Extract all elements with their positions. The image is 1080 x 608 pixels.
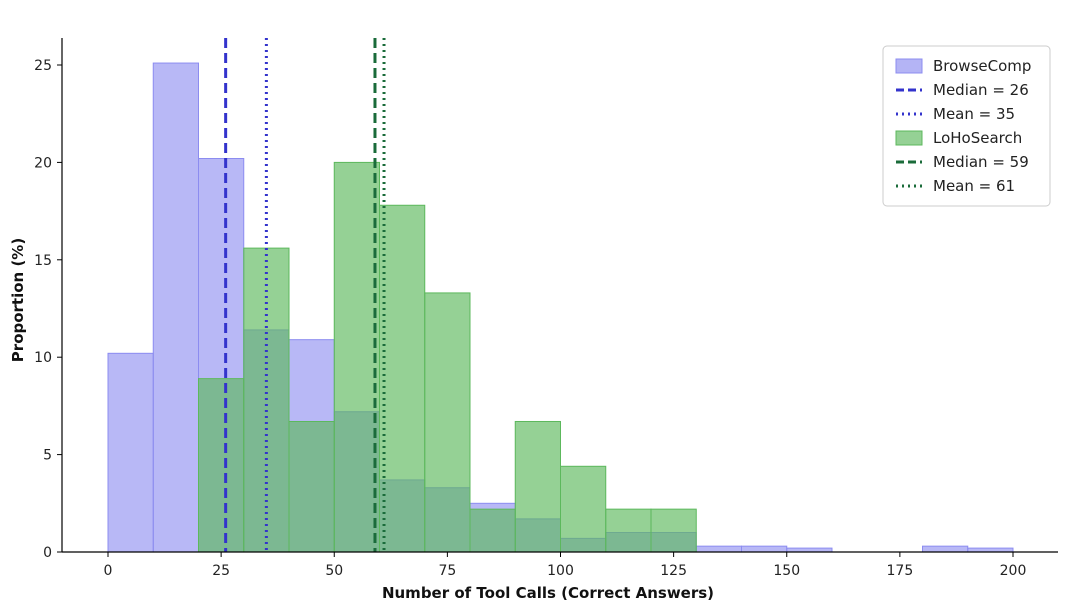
bar-browsecomp-130 xyxy=(695,545,742,553)
bar-lohosearch-70 xyxy=(424,292,471,553)
bar-lohosearch-90 xyxy=(514,420,561,553)
x-tick-label-150: 150 xyxy=(773,563,800,579)
bar-lohosearch-100 xyxy=(560,465,607,553)
x-tick-label-125: 125 xyxy=(660,563,687,579)
y-tick-label-15: 15 xyxy=(34,253,52,269)
ticks-layer: 0 25 50 75 100 125 150 175 200 0 5 10 15 20 25 xyxy=(34,58,1026,579)
bars-layer xyxy=(107,62,1014,553)
x-tick-label-25: 25 xyxy=(212,563,230,579)
y-tick-label-5: 5 xyxy=(43,448,52,464)
bar-lohosearch-120 xyxy=(650,508,697,553)
legend-label-5: Mean = 61 xyxy=(933,177,1015,195)
bar-lohosearch-40 xyxy=(288,420,335,553)
y-tick-label-25: 25 xyxy=(34,58,52,74)
y-tick-label-20: 20 xyxy=(34,155,52,171)
reference-lines-layer xyxy=(224,38,386,552)
bar-lohosearch-30 xyxy=(243,247,290,553)
y-tick-label-0: 0 xyxy=(43,545,52,561)
x-tick-label-200: 200 xyxy=(1000,563,1027,579)
bar-browsecomp-180 xyxy=(922,545,969,553)
bar-lohosearch-60 xyxy=(379,204,426,553)
legend-label-2: Mean = 35 xyxy=(933,105,1015,123)
x-tick-label-100: 100 xyxy=(547,563,574,579)
x-tick-label-75: 75 xyxy=(438,563,456,579)
legend-label-0: BrowseComp xyxy=(933,57,1031,75)
legend-swatch-lohosearch xyxy=(895,130,923,146)
bar-lohosearch-50 xyxy=(333,161,380,553)
bar-browsecomp-0 xyxy=(107,352,154,553)
x-axis-label: Number of Tool Calls (Correct Answers) xyxy=(382,584,714,602)
bar-browsecomp-10 xyxy=(152,62,199,553)
legend-label-4: Median = 59 xyxy=(933,153,1029,171)
legend: BrowseComp Median = 26 Mean = 35 LoHoSearch… xyxy=(882,45,1051,207)
bar-lohosearch-80 xyxy=(469,508,516,553)
legend-box xyxy=(882,45,1051,207)
legend-label-1: Median = 26 xyxy=(933,81,1029,99)
y-axis-label: Proportion (%) xyxy=(9,238,27,362)
legend-label-3: LoHoSearch xyxy=(933,129,1022,147)
x-tick-label-50: 50 xyxy=(325,563,343,579)
legend-swatch-browsecomp xyxy=(895,58,923,74)
bar-lohosearch-20 xyxy=(198,378,245,553)
bar-lohosearch-110 xyxy=(605,508,652,553)
x-tick-label-175: 175 xyxy=(887,563,914,579)
x-tick-label-0: 0 xyxy=(104,563,113,579)
bar-browsecomp-140 xyxy=(741,545,788,553)
y-tick-label-10: 10 xyxy=(34,350,52,366)
